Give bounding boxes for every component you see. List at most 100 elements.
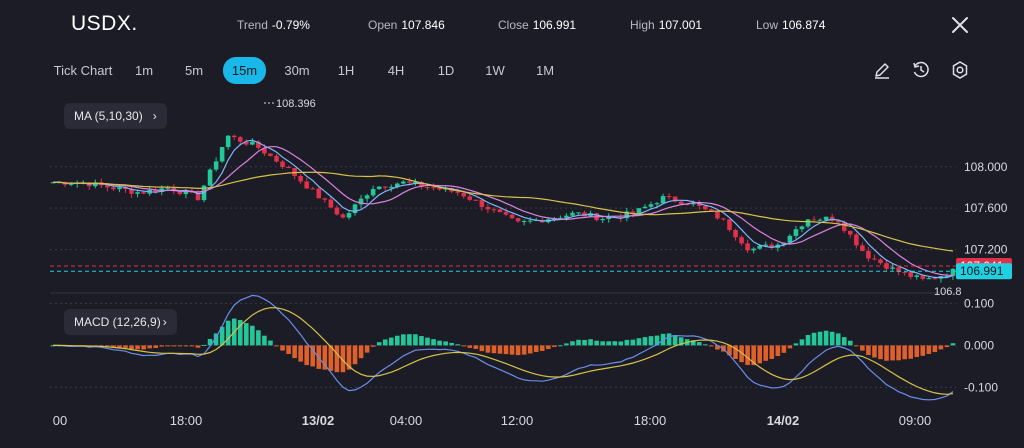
price-chart[interactable]: 108.000107.600107.2000.1000.000-0.100107… bbox=[0, 95, 1024, 425]
candle-body bbox=[509, 214, 515, 219]
macd-indicator-button[interactable]: MACD (12,26,9) › bbox=[64, 309, 177, 335]
candle-body bbox=[298, 176, 303, 182]
tab-15m[interactable]: 15m bbox=[223, 57, 266, 84]
ma-indicator-button[interactable]: MA (5,10,30) › bbox=[64, 103, 167, 129]
candle-body bbox=[763, 244, 769, 246]
pencil-icon[interactable] bbox=[872, 60, 892, 80]
macd-histogram-bar bbox=[346, 345, 352, 370]
price-tag bbox=[956, 263, 1012, 280]
candle-body bbox=[878, 259, 883, 264]
macd-histogram-bar bbox=[878, 345, 883, 360]
candle-body bbox=[467, 196, 473, 200]
candle-body bbox=[950, 268, 956, 276]
candle-body bbox=[672, 196, 678, 202]
tab-1-month[interactable]: 1M bbox=[535, 63, 555, 78]
candle-body bbox=[848, 230, 853, 235]
macd-histogram-bar bbox=[564, 343, 569, 346]
macd-histogram-bar bbox=[201, 344, 207, 346]
macd-line bbox=[52, 294, 954, 401]
macd-histogram-bar bbox=[932, 345, 938, 353]
macd-histogram-bar bbox=[576, 339, 581, 346]
macd-histogram-bar bbox=[237, 319, 243, 346]
close-icon[interactable] bbox=[948, 13, 972, 37]
candle-body bbox=[715, 211, 720, 219]
macd-histogram-bar bbox=[165, 345, 171, 347]
candle-body bbox=[854, 234, 859, 246]
macd-histogram-bar bbox=[841, 337, 847, 346]
macd-histogram-bar bbox=[111, 345, 116, 348]
macd-histogram-bar bbox=[473, 345, 479, 349]
candle-body bbox=[648, 204, 654, 207]
candle-body bbox=[630, 211, 636, 214]
time-axis-label: 00 bbox=[53, 413, 67, 425]
macd-histogram-bar bbox=[274, 345, 279, 347]
macd-histogram-bar bbox=[256, 330, 261, 346]
macd-histogram-bar bbox=[944, 345, 950, 348]
candle-body bbox=[219, 147, 225, 162]
macd-histogram-bar bbox=[195, 345, 201, 348]
macd-histogram-bar bbox=[636, 338, 642, 346]
candle-body bbox=[358, 198, 364, 205]
chevron-right-icon: › bbox=[152, 109, 157, 123]
macd-histogram-bar bbox=[552, 345, 557, 347]
macd-histogram-bar bbox=[388, 337, 394, 346]
tab-5m[interactable]: 5m bbox=[184, 63, 204, 78]
candle-body bbox=[437, 188, 442, 190]
tab-1m[interactable]: 1m bbox=[134, 63, 154, 78]
macd-tick-label: 0.100 bbox=[964, 296, 994, 310]
candle-body bbox=[721, 218, 726, 220]
macd-histogram-bar bbox=[364, 345, 370, 353]
candle-body bbox=[250, 141, 255, 145]
candle-body bbox=[244, 141, 249, 145]
candle-body bbox=[606, 217, 611, 220]
tab-1h[interactable]: 1H bbox=[337, 63, 355, 78]
candle-body bbox=[896, 267, 901, 272]
macd-histogram-bar bbox=[618, 341, 624, 346]
candle-body bbox=[660, 196, 666, 204]
macd-histogram-bar bbox=[479, 345, 485, 352]
price-tick-label: 107.600 bbox=[964, 201, 1008, 215]
candle-body bbox=[183, 190, 189, 195]
candle-body bbox=[256, 141, 261, 148]
tab-1d[interactable]: 1D bbox=[437, 63, 455, 78]
macd-histogram-bar bbox=[352, 345, 358, 365]
macd-histogram-bar bbox=[358, 345, 364, 359]
time-axis-label: 14/02 bbox=[767, 413, 800, 425]
candle-body bbox=[733, 229, 738, 238]
candle-body bbox=[944, 275, 950, 277]
candle-body bbox=[564, 215, 569, 218]
macd-histogram-bar bbox=[135, 345, 140, 350]
tab-30m[interactable]: 30m bbox=[284, 63, 310, 78]
candle-body bbox=[811, 219, 817, 221]
candle-body bbox=[835, 220, 841, 223]
macd-histogram-bar bbox=[757, 345, 762, 364]
max-price-marker: 108.396 bbox=[276, 98, 316, 110]
settings-icon[interactable] bbox=[950, 60, 970, 80]
history-icon[interactable] bbox=[911, 60, 931, 80]
candle-body bbox=[739, 237, 744, 244]
candle-body bbox=[503, 212, 509, 215]
macd-histogram-bar bbox=[419, 336, 424, 346]
candle-body bbox=[932, 278, 938, 280]
macd-histogram-bar bbox=[183, 345, 189, 347]
candle-body bbox=[455, 191, 460, 193]
tab-4h[interactable]: 4H bbox=[387, 63, 405, 78]
macd-histogram-bar bbox=[588, 339, 593, 346]
candle-body bbox=[304, 181, 309, 189]
macd-histogram-bar bbox=[727, 345, 732, 356]
macd-histogram-bar bbox=[715, 345, 720, 350]
macd-histogram-bar bbox=[497, 345, 503, 354]
candle-body bbox=[419, 181, 424, 187]
candle-body bbox=[68, 183, 74, 185]
candle-body bbox=[473, 199, 479, 201]
macd-histogram-bar bbox=[781, 345, 787, 353]
candle-body bbox=[346, 213, 352, 218]
macd-histogram-bar bbox=[823, 330, 829, 346]
candle-body bbox=[684, 204, 690, 206]
tab-tick-chart[interactable]: Tick Chart bbox=[53, 63, 113, 78]
macd-histogram-bar bbox=[817, 331, 823, 346]
macd-histogram-bar bbox=[926, 345, 932, 354]
tab-1w[interactable]: 1W bbox=[485, 63, 505, 78]
macd-histogram-bar bbox=[763, 345, 769, 361]
macd-histogram-bar bbox=[570, 341, 575, 346]
